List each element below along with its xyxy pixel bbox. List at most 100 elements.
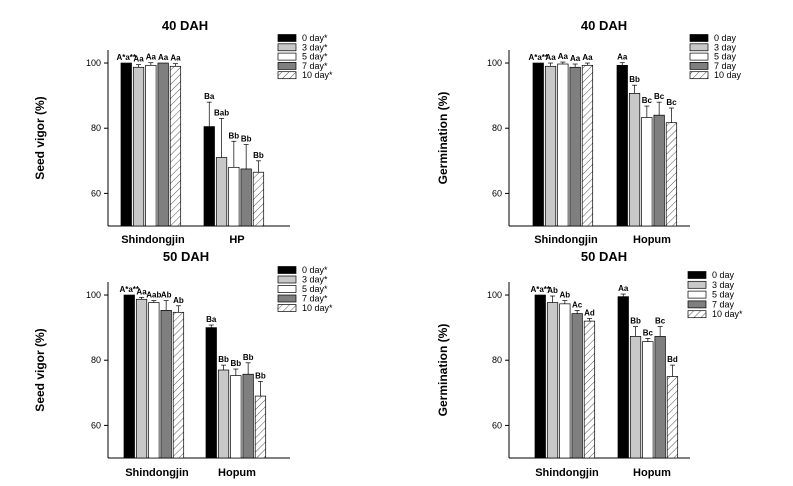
- significance-label: Ad: [584, 309, 595, 318]
- bar: [629, 336, 642, 459]
- x-category-label: Hopum: [633, 467, 671, 479]
- legend-swatch: [277, 34, 297, 42]
- bar: [203, 126, 215, 227]
- y-tick-label: 100: [86, 58, 101, 68]
- bar: [145, 64, 157, 227]
- bar: [534, 294, 546, 459]
- significance-label: A*a**: [530, 285, 550, 294]
- x-category-label: Shindongjin: [534, 234, 598, 246]
- x-category-label: Shindongjin: [125, 467, 189, 479]
- bar: [628, 92, 641, 227]
- significance-label: Bb: [255, 371, 266, 380]
- y-axis-label: Seed vigor (%): [33, 328, 47, 411]
- significance-label: Ab: [173, 296, 184, 305]
- bar: [172, 311, 185, 459]
- bar: [205, 327, 217, 459]
- x-category-label: Hopum: [633, 234, 671, 246]
- bar: [252, 171, 265, 227]
- significance-label: Aa: [133, 55, 144, 64]
- significance-label: A*a**: [528, 53, 548, 62]
- significance-label: Aa: [545, 53, 556, 62]
- legend-label: 10 day*: [302, 303, 333, 313]
- y-tick-label: 80: [91, 123, 101, 133]
- legend-swatch: [689, 43, 709, 52]
- significance-label: Ab: [560, 291, 571, 300]
- legend-label: 7 day: [714, 61, 737, 71]
- bar: [653, 114, 665, 227]
- significance-label: Aa: [170, 54, 181, 63]
- legend-label: 7 day*: [302, 294, 328, 304]
- bar: [132, 66, 145, 227]
- legend-label: 0 day*: [302, 33, 328, 43]
- bar: [135, 298, 148, 459]
- significance-label: Aa: [617, 53, 628, 62]
- bar: [230, 375, 242, 459]
- legend-swatch: [277, 43, 297, 52]
- significance-label: Bd: [667, 355, 678, 364]
- bar: [546, 302, 559, 459]
- bar: [160, 310, 172, 459]
- significance-label: A*a**: [116, 53, 136, 62]
- y-tick-label: 100: [487, 290, 502, 300]
- legend-label: 0 day: [714, 33, 737, 43]
- legend-label: 0 day: [712, 270, 735, 280]
- significance-label: Bb: [231, 359, 242, 368]
- bar: [240, 168, 252, 227]
- significance-label: Aa: [136, 287, 147, 296]
- legend-swatch: [277, 304, 297, 312]
- significance-label: Ab: [547, 286, 558, 295]
- legend-swatch: [689, 34, 709, 42]
- chart-title: 50 DAH: [581, 249, 627, 264]
- bar: [571, 313, 583, 459]
- significance-label: Bb: [629, 75, 640, 84]
- significance-label: Bc: [666, 98, 677, 107]
- legend-swatch: [277, 275, 297, 284]
- y-axis-label: Germination (%): [436, 324, 450, 417]
- legend-label: 3 day*: [302, 42, 328, 52]
- legend-swatch: [687, 300, 707, 309]
- bar: [666, 376, 679, 459]
- y-tick-label: 100: [487, 58, 502, 68]
- legend-label: 10 day: [714, 70, 742, 80]
- x-category-label: HP: [229, 234, 244, 246]
- bar: [215, 157, 228, 227]
- x-category-label: Shindongjin: [121, 234, 185, 246]
- chart-panel-1: 40 DAH Seed vigor (%) 60 80 100 Shindongjin HP…: [33, 18, 333, 246]
- legend-swatch: [689, 71, 709, 80]
- bar: [242, 373, 254, 459]
- y-tick-label: 60: [91, 420, 101, 430]
- legend-swatch: [687, 280, 707, 289]
- legend-label: 5 day*: [302, 284, 328, 294]
- bar: [569, 66, 581, 227]
- significance-label: Bb: [218, 355, 229, 364]
- significance-label: Ba: [206, 315, 217, 324]
- chart-title: 40 DAH: [162, 18, 208, 33]
- significance-label: Bb: [243, 353, 254, 362]
- bar: [559, 303, 571, 459]
- significance-label: Ac: [572, 300, 583, 309]
- legend-swatch: [277, 52, 297, 61]
- y-tick-label: 60: [492, 188, 502, 198]
- y-tick-label: 80: [492, 355, 502, 365]
- legend-label: 10 day*: [302, 70, 333, 80]
- significance-label: Ba: [204, 92, 215, 101]
- legend-swatch: [277, 285, 297, 293]
- significance-label: Aab: [146, 291, 161, 300]
- bar: [583, 320, 596, 459]
- legend-swatch: [277, 266, 297, 274]
- legend-label: 7 day*: [302, 61, 328, 71]
- legend-label: 3 day: [712, 280, 735, 290]
- legend-swatch: [689, 52, 709, 61]
- significance-label: Aa: [146, 53, 157, 62]
- legend-swatch: [687, 271, 707, 279]
- bar: [217, 369, 230, 459]
- bar: [581, 64, 594, 227]
- bar: [665, 122, 678, 227]
- legend-label: 0 day*: [302, 265, 328, 275]
- significance-label: Aa: [582, 53, 593, 62]
- legend-label: 3 day*: [302, 275, 328, 285]
- bar: [157, 62, 169, 227]
- bar: [532, 62, 544, 227]
- chart-panel-4: 50 DAH Germination (%) 60 80 100 Shindongjin H…: [436, 249, 743, 479]
- legend-swatch: [687, 290, 707, 299]
